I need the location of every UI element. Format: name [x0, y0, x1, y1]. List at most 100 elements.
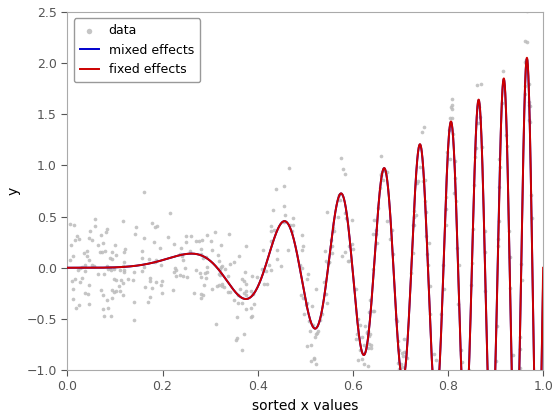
data — [80, 250, 88, 257]
data — [352, 286, 361, 293]
data — [272, 246, 281, 253]
fixed effects — [438, 307, 445, 312]
data — [408, 249, 417, 256]
data — [146, 275, 155, 282]
data — [99, 292, 108, 299]
data — [420, 123, 429, 130]
data — [96, 232, 105, 239]
data — [394, 376, 403, 383]
data — [336, 197, 345, 203]
data — [305, 317, 314, 324]
data — [85, 234, 94, 241]
data — [450, 189, 459, 196]
data — [493, 236, 502, 243]
data — [214, 258, 223, 265]
data — [445, 126, 454, 133]
data — [494, 217, 503, 224]
data — [491, 414, 500, 420]
data — [152, 223, 161, 229]
data — [119, 263, 128, 270]
data — [311, 286, 320, 293]
data — [333, 213, 342, 220]
data — [279, 183, 288, 189]
Y-axis label: y: y — [7, 187, 21, 195]
data — [229, 258, 238, 265]
data — [474, 119, 483, 126]
data — [98, 306, 107, 312]
data — [302, 300, 311, 307]
data — [248, 273, 256, 280]
data — [230, 297, 239, 304]
data — [487, 408, 496, 415]
data — [259, 280, 268, 287]
data — [68, 253, 77, 260]
data — [109, 276, 118, 283]
data — [369, 231, 378, 237]
data — [169, 240, 178, 247]
data — [212, 283, 221, 290]
data — [85, 257, 94, 263]
data — [69, 295, 78, 302]
data — [147, 285, 156, 292]
data — [186, 233, 195, 239]
data — [103, 297, 112, 303]
data — [108, 286, 117, 293]
data — [203, 231, 212, 238]
data — [475, 114, 484, 121]
data — [389, 251, 398, 257]
data — [354, 357, 363, 363]
data — [467, 281, 476, 288]
data — [345, 257, 354, 264]
data — [495, 156, 504, 163]
data — [373, 204, 382, 211]
data — [385, 236, 394, 243]
data — [197, 290, 206, 297]
data — [532, 410, 541, 417]
data — [279, 202, 288, 209]
data — [520, 58, 529, 65]
data — [115, 266, 124, 273]
data — [171, 265, 180, 271]
data — [334, 191, 343, 198]
data — [368, 266, 377, 273]
data — [72, 305, 81, 312]
data — [410, 222, 419, 229]
data — [365, 341, 374, 347]
data — [398, 370, 407, 376]
fixed effects — [283, 219, 290, 224]
data — [449, 131, 458, 138]
data — [526, 102, 535, 109]
data — [96, 249, 105, 256]
data — [83, 291, 92, 298]
data — [430, 410, 439, 417]
data — [150, 259, 159, 266]
data — [505, 228, 514, 234]
data — [421, 233, 430, 240]
data — [429, 402, 438, 409]
data — [342, 215, 351, 221]
data — [151, 224, 160, 231]
data — [498, 68, 507, 74]
data — [465, 367, 474, 373]
data — [394, 337, 403, 344]
data — [307, 302, 316, 309]
data — [376, 184, 385, 191]
data — [515, 345, 524, 352]
data — [452, 245, 461, 252]
data — [408, 222, 417, 228]
data — [131, 230, 140, 237]
data — [114, 283, 123, 289]
data — [202, 253, 211, 260]
data — [402, 399, 410, 406]
data — [527, 214, 536, 221]
data — [234, 300, 242, 307]
data — [370, 217, 379, 224]
data — [383, 218, 392, 225]
data — [234, 291, 243, 298]
data — [340, 249, 349, 256]
data — [344, 257, 353, 264]
data — [101, 229, 110, 236]
data — [238, 275, 247, 282]
data — [494, 184, 503, 190]
data — [269, 226, 278, 233]
